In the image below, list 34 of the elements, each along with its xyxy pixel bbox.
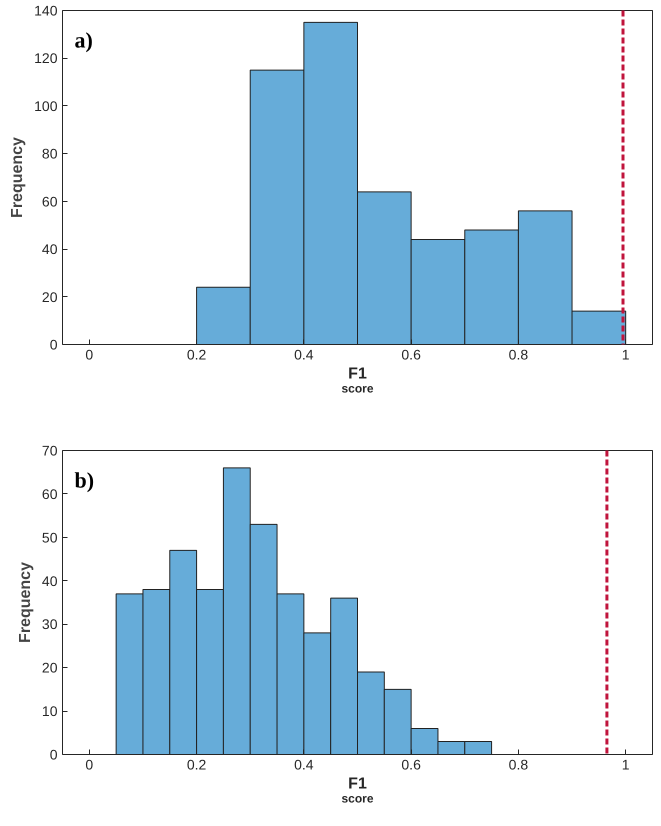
y-tick-label: 40 <box>42 572 58 589</box>
y-axis-title: Frequency <box>16 562 34 643</box>
x-tick-label: 0.8 <box>508 756 528 772</box>
x-tick-label: 0.6 <box>401 346 422 362</box>
annotation: b) <box>74 468 94 492</box>
annotation: a) <box>74 28 93 52</box>
y-tick-label: 30 <box>42 616 58 632</box>
y-tick-label: 0 <box>50 746 58 762</box>
y-tick-label: 120 <box>34 50 58 66</box>
y-tick-label: 80 <box>42 146 58 162</box>
x-axis-title: F1score <box>341 366 374 396</box>
y-tick-label: 50 <box>42 529 58 546</box>
x-tick-label: 0.4 <box>294 756 314 772</box>
y-axis-title: Frequency <box>9 136 26 218</box>
x-tick-label: 0.2 <box>186 756 207 772</box>
y-tick-label: 10 <box>42 703 58 720</box>
y-tick-label: 20 <box>42 288 58 305</box>
x-tick-label: 1 <box>622 346 630 362</box>
x-tick-label: 0.8 <box>508 346 528 362</box>
y-tick-label: 70 <box>42 442 58 458</box>
y-tick-label: 60 <box>42 193 58 210</box>
x-tick-label: 0 <box>85 756 94 772</box>
x-tick-label: 0.2 <box>186 346 207 362</box>
x-tick-label: 1 <box>622 756 630 772</box>
x-tick-label: 0.4 <box>294 346 314 362</box>
x-tick-label: 0.6 <box>401 756 422 772</box>
y-tick-label: 100 <box>34 98 58 114</box>
x-tick-label: 0 <box>85 346 94 362</box>
y-tick-label: 60 <box>42 486 58 502</box>
y-tick-label: 40 <box>42 241 58 258</box>
y-tick-label: 0 <box>50 336 58 352</box>
x-axis-title: F1score <box>341 776 374 806</box>
y-tick-label: 140 <box>34 2 58 18</box>
y-tick-label: 20 <box>42 660 58 676</box>
